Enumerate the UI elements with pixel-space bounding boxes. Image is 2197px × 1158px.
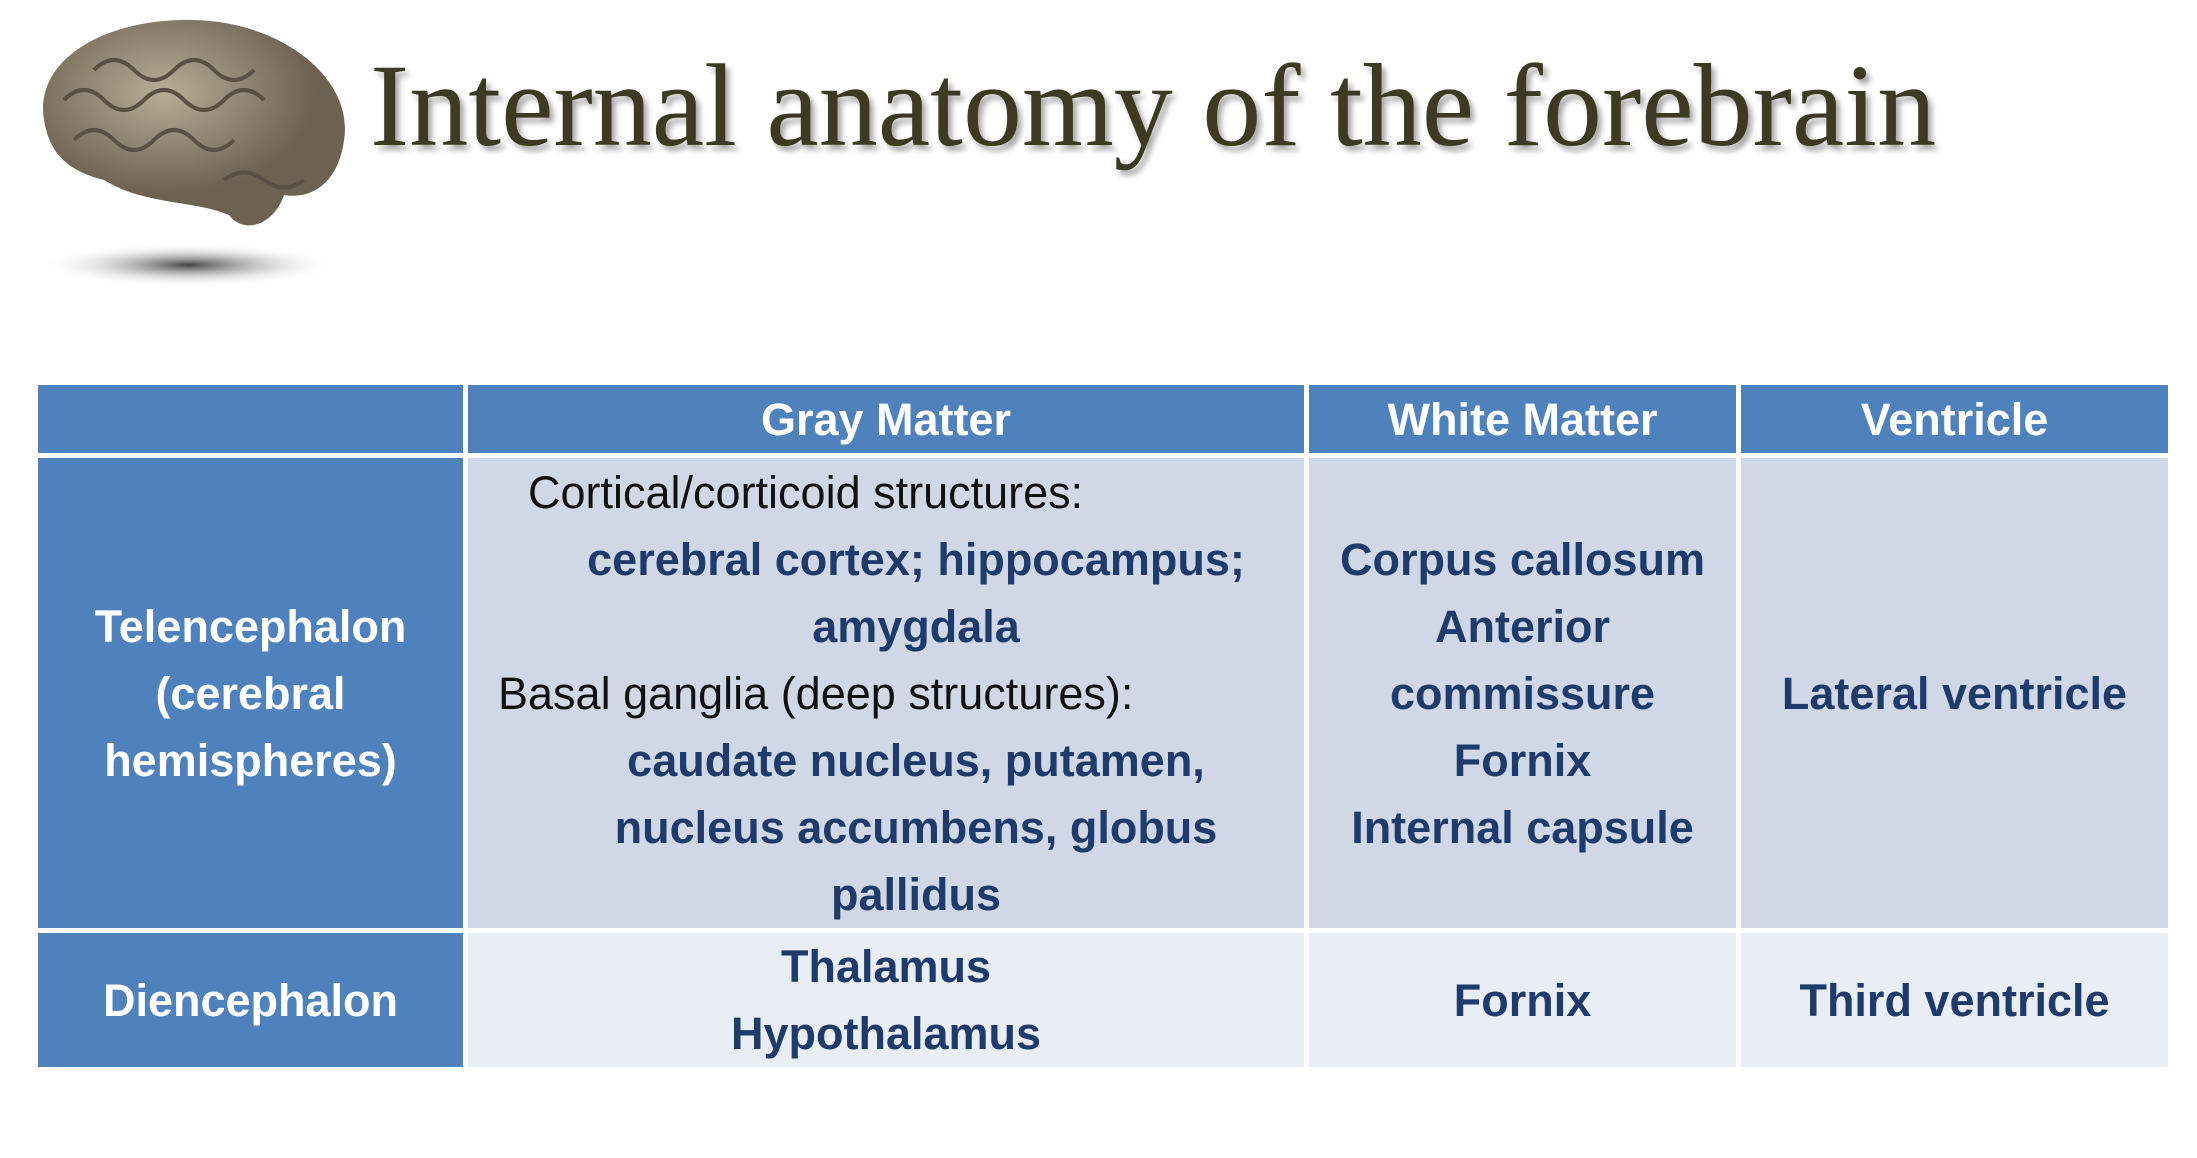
- gray-matter-cell: Cortical/corticoid structures: cerebral …: [468, 458, 1304, 928]
- group-heading: Basal ganglia (deep structures):: [498, 667, 1134, 719]
- item: Thalamus: [780, 941, 992, 992]
- ventricle-cell: Lateral ventricle: [1741, 458, 2168, 928]
- group-heading: Cortical/corticoid structures:: [528, 466, 1084, 518]
- item: Anterior commissure: [1389, 600, 1656, 719]
- item: Fornix: [1453, 974, 1592, 1026]
- group-items: cerebral cortex; hippocampus; amygdala: [587, 533, 1245, 652]
- column-header: White Matter: [1309, 385, 1736, 453]
- brain-icon: [39, 19, 345, 287]
- white-matter-cell: Corpus callosum Anterior commissure Forn…: [1309, 458, 1736, 928]
- header-row: Gray Matter White Matter Ventricle: [38, 385, 2168, 453]
- ventricle-cell: Third ventricle: [1741, 933, 2168, 1067]
- anatomy-table: Gray Matter White Matter Ventricle Telen…: [33, 380, 2173, 1072]
- table-row: Diencephalon Thalamus Hypothalamus Forni…: [38, 933, 2168, 1067]
- row-label: Telencephalon (cerebral hemispheres): [38, 458, 463, 928]
- item: Hypothalamus: [730, 1008, 1042, 1059]
- gray-matter-cell: Thalamus Hypothalamus: [468, 933, 1304, 1067]
- column-header: Gray Matter: [468, 385, 1304, 453]
- group-items: caudate nucleus, putamen, nucleus accumb…: [614, 734, 1218, 920]
- corner-cell: [38, 385, 463, 453]
- item: Fornix: [1453, 734, 1592, 786]
- item: Corpus callosum: [1339, 533, 1706, 585]
- row-label: Diencephalon: [38, 933, 463, 1067]
- table-row: Telencephalon (cerebral hemispheres) Cor…: [38, 458, 2168, 928]
- column-header: Ventricle: [1741, 385, 2168, 453]
- item: Internal capsule: [1351, 801, 1694, 853]
- white-matter-cell: Fornix: [1309, 933, 1736, 1067]
- slide-title: Internal anatomy of the forebrain: [370, 40, 1937, 171]
